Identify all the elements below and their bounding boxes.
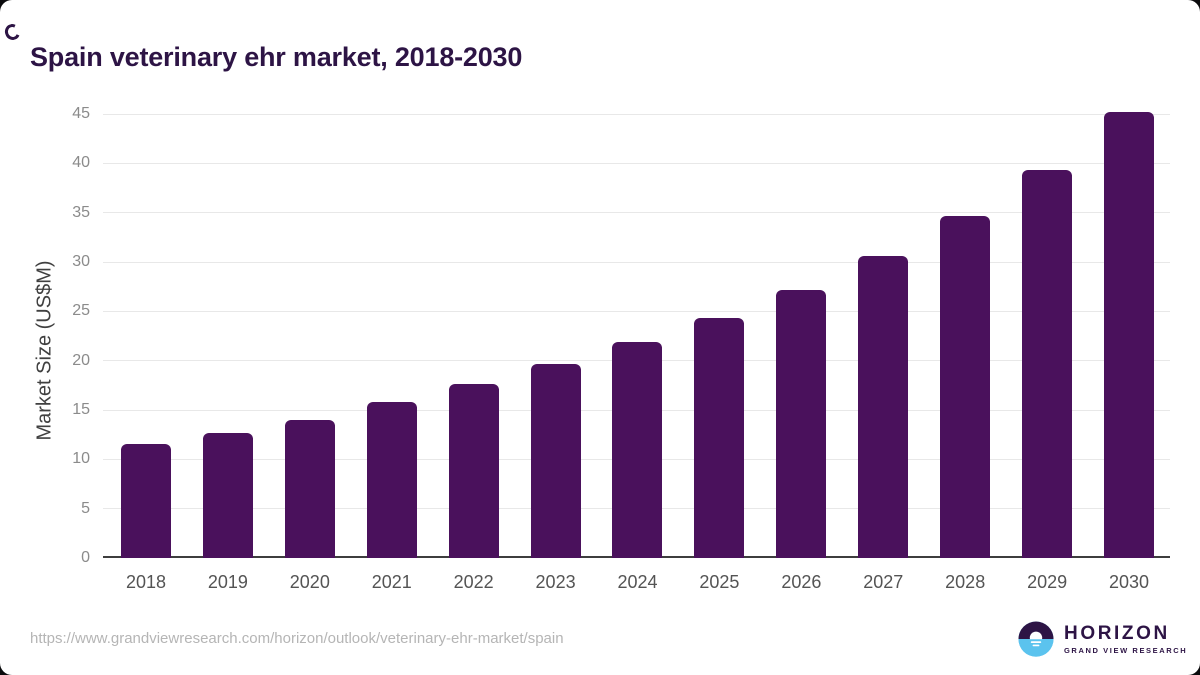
bar-2030 <box>1104 112 1155 558</box>
x-tick-label-2021: 2021 <box>371 572 412 592</box>
bar-slot-2029 <box>1006 114 1088 558</box>
bar-2025 <box>694 318 745 558</box>
x-tick-label-2023: 2023 <box>535 572 576 592</box>
bar-2028 <box>940 215 991 558</box>
bar-slot-2026 <box>760 114 842 558</box>
bar-2018 <box>120 443 171 558</box>
source-url: https://www.grandviewresearch.com/horizo… <box>30 630 564 647</box>
gridline-25 <box>103 310 1170 312</box>
x-tick-label-2018: 2018 <box>125 572 166 592</box>
bar-2024 <box>612 341 663 558</box>
y-tick-label-40: 40 <box>72 154 90 172</box>
logo-text: HORIZON GRAND VIEW RESEARCH <box>1064 624 1187 655</box>
bar-slot-2027 <box>842 114 924 558</box>
page-title: Spain veterinary ehr market, 2018-2030 <box>30 42 523 73</box>
bar-slot-2025 <box>678 114 760 558</box>
bar-2021 <box>366 402 417 558</box>
y-tick-label-10: 10 <box>72 450 90 468</box>
gridline-40 <box>103 162 1170 164</box>
y-tick-label-35: 35 <box>72 203 90 221</box>
bar-slot-2018 <box>105 114 187 558</box>
gridline-30 <box>103 261 1170 263</box>
bar-2023 <box>530 363 581 558</box>
x-tick-label-2019: 2019 <box>207 572 248 592</box>
x-tick-label-2022: 2022 <box>453 572 494 592</box>
bar-2027 <box>858 256 909 558</box>
bar-slot-2030 <box>1088 112 1170 558</box>
y-tick-label-0: 0 <box>81 549 90 566</box>
logo-name: HORIZON <box>1064 622 1170 644</box>
bar-slot-2021 <box>351 114 433 558</box>
y-axis-ticks: 0 5 10 15 20 25 30 35 40 45 <box>30 105 90 566</box>
y-tick-label-30: 30 <box>72 253 90 270</box>
corner-artifact <box>2 21 23 43</box>
logo-subtitle: GRAND VIEW RESEARCH <box>1064 645 1188 655</box>
y-tick-label-45: 45 <box>72 105 90 122</box>
x-tick-label-2025: 2025 <box>699 572 740 592</box>
x-tick-label-2020: 2020 <box>289 572 330 592</box>
bar-slot-2020 <box>269 114 351 558</box>
y-tick-label-25: 25 <box>72 302 90 320</box>
x-tick-label-2028: 2028 <box>945 572 986 592</box>
bar-2022 <box>448 384 499 558</box>
bar-2026 <box>776 289 827 558</box>
bar-2019 <box>202 432 253 558</box>
bar-2020 <box>284 419 335 558</box>
bar-slot-2022 <box>433 114 515 558</box>
y-tick-label-20: 20 <box>72 351 90 369</box>
horizon-sunrise-icon <box>1018 621 1054 657</box>
bar-slot-2024 <box>597 114 679 558</box>
bar-2029 <box>1022 170 1073 558</box>
horizon-logo: HORIZON GRAND VIEW RESEARCH <box>1018 621 1187 657</box>
x-tick-label-2029: 2029 <box>1027 572 1068 592</box>
x-tick-label-2027: 2027 <box>863 572 904 592</box>
y-tick-label-5: 5 <box>81 499 90 517</box>
plot-area <box>103 112 1170 558</box>
x-tick-label-2024: 2024 <box>617 572 658 592</box>
bar-slot-2028 <box>924 114 1006 558</box>
bar-slot-2019 <box>187 114 269 558</box>
x-tick-label-2030: 2030 <box>1109 572 1150 592</box>
bar-slot-2023 <box>515 114 597 558</box>
gridline-45 <box>103 113 1170 115</box>
y-tick-label-15: 15 <box>72 401 90 418</box>
x-axis-ticks: 2018 2019 2020 2021 2022 2023 2024 2025 2026 2027… <box>105 572 1170 593</box>
gridline-35 <box>103 212 1170 214</box>
x-tick-label-2026: 2026 <box>781 572 822 592</box>
